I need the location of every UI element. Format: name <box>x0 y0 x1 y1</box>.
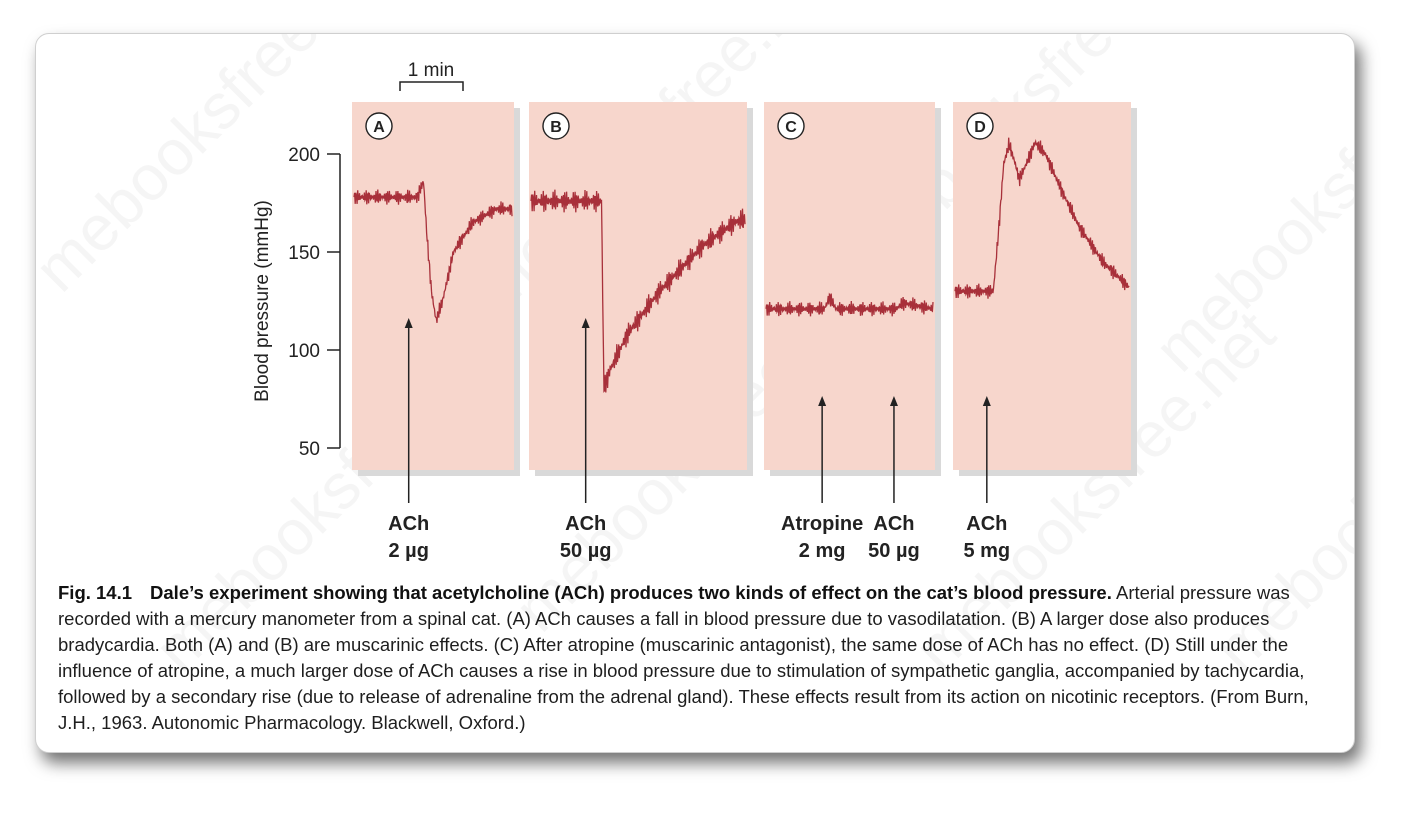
injection-arrow-head <box>818 396 827 406</box>
y-tick-label: 200 <box>288 145 320 166</box>
caption-body: Arterial pressure was recorded with a me… <box>58 582 1309 733</box>
panel-label: B <box>550 119 562 136</box>
y-tick-label: 100 <box>288 341 320 362</box>
trace-c <box>765 292 934 317</box>
y-tick-label: 50 <box>299 439 320 460</box>
injection-arrow-head <box>404 318 413 328</box>
panel-badge <box>777 112 805 140</box>
panel-label: C <box>785 119 797 136</box>
y-tick-label: 150 <box>288 243 320 264</box>
panel-a <box>352 102 514 470</box>
injection-arrow-head <box>581 318 590 328</box>
drug-dose-label: 50 µg <box>868 540 920 562</box>
panel-badge <box>966 112 994 140</box>
panel-d <box>953 102 1131 470</box>
panel-label: A <box>373 119 385 136</box>
time-scale-bar <box>399 81 464 91</box>
caption-lead: Dale’s experiment showing that acetylcho… <box>150 582 1112 603</box>
drug-dose-label: 2 µg <box>388 540 428 562</box>
drug-name-label: ACh <box>388 513 429 535</box>
panel-label: D <box>974 119 986 136</box>
trace-a <box>353 181 513 323</box>
injection-arrow-head <box>889 396 898 406</box>
panel-badge <box>542 112 570 140</box>
figure-caption: Fig. 14.1 Dale’s experiment showing that … <box>58 580 1348 736</box>
injection-arrow-head <box>982 396 991 406</box>
trace-b <box>530 189 746 393</box>
drug-dose-label: 50 µg <box>560 540 612 562</box>
drug-name-label: ACh <box>873 513 914 535</box>
panel-c <box>764 102 935 470</box>
panel-badge <box>365 112 393 140</box>
time-scale-label: 1 min <box>408 60 454 81</box>
drug-dose-label: 2 mg <box>799 540 846 562</box>
drug-name-label: ACh <box>565 513 606 535</box>
drug-name-label: ACh <box>966 513 1007 535</box>
figure-number: Fig. 14.1 <box>58 582 133 603</box>
y-axis-label: Blood pressure (mmHg) <box>252 200 273 402</box>
drug-dose-label: 5 mg <box>963 540 1010 562</box>
drug-name-label: Atropine <box>781 513 863 535</box>
trace-d <box>954 137 1130 299</box>
panel-b <box>529 102 747 470</box>
